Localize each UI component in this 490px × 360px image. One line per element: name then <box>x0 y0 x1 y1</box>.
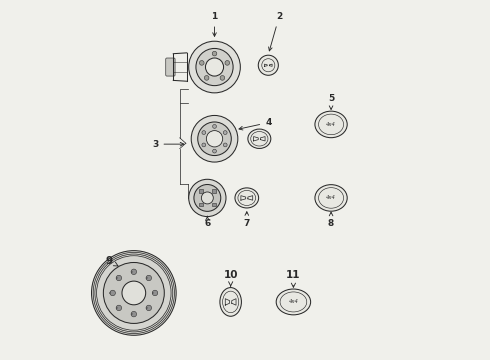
Circle shape <box>116 305 122 311</box>
Text: 10: 10 <box>223 270 238 286</box>
Circle shape <box>152 290 158 296</box>
Text: c: c <box>146 306 147 310</box>
Circle shape <box>220 76 225 80</box>
Circle shape <box>146 275 151 281</box>
Ellipse shape <box>248 129 271 148</box>
Circle shape <box>191 116 238 162</box>
Circle shape <box>198 122 231 156</box>
Circle shape <box>103 262 164 323</box>
Circle shape <box>213 125 217 128</box>
Circle shape <box>199 60 204 65</box>
Text: 7: 7 <box>244 212 250 228</box>
Ellipse shape <box>235 188 259 208</box>
Text: 2: 2 <box>269 12 282 51</box>
Circle shape <box>92 251 176 335</box>
Circle shape <box>223 131 227 135</box>
Text: c: c <box>146 276 147 280</box>
Circle shape <box>110 290 116 296</box>
Text: c: c <box>151 291 154 295</box>
Bar <box>199 189 203 193</box>
Circle shape <box>212 51 217 56</box>
Circle shape <box>116 275 122 281</box>
Bar <box>212 189 216 193</box>
Circle shape <box>202 131 206 135</box>
Text: c: c <box>130 312 133 316</box>
Bar <box>199 203 203 206</box>
FancyBboxPatch shape <box>166 58 175 76</box>
Text: 11: 11 <box>286 270 301 287</box>
Text: 9: 9 <box>105 256 118 266</box>
Circle shape <box>204 76 209 80</box>
Text: 4x4: 4x4 <box>326 122 336 127</box>
Text: c: c <box>130 270 133 274</box>
Ellipse shape <box>220 288 242 316</box>
Circle shape <box>131 269 137 275</box>
Text: c: c <box>109 291 111 295</box>
Text: 8: 8 <box>328 212 334 228</box>
Bar <box>212 203 216 206</box>
Text: c: c <box>116 276 118 280</box>
Circle shape <box>223 143 227 147</box>
Ellipse shape <box>315 111 347 138</box>
Ellipse shape <box>315 185 347 211</box>
Text: c: c <box>116 306 118 310</box>
Circle shape <box>189 179 226 217</box>
Circle shape <box>258 55 278 75</box>
Text: 6: 6 <box>204 216 211 228</box>
Circle shape <box>196 49 233 86</box>
Text: 4x4: 4x4 <box>289 300 298 305</box>
Circle shape <box>194 185 221 211</box>
Circle shape <box>205 58 223 76</box>
Text: 1: 1 <box>211 12 218 36</box>
Circle shape <box>201 192 213 204</box>
Text: 3: 3 <box>152 140 184 149</box>
Ellipse shape <box>276 289 311 315</box>
Circle shape <box>146 305 151 311</box>
Text: 4: 4 <box>239 118 271 130</box>
Circle shape <box>189 41 240 93</box>
Text: 5: 5 <box>328 94 334 109</box>
Circle shape <box>122 281 146 305</box>
Circle shape <box>225 60 230 65</box>
Text: 4x4: 4x4 <box>326 195 336 201</box>
Circle shape <box>202 143 206 147</box>
Circle shape <box>206 131 222 147</box>
Circle shape <box>131 311 137 317</box>
Circle shape <box>213 149 217 153</box>
